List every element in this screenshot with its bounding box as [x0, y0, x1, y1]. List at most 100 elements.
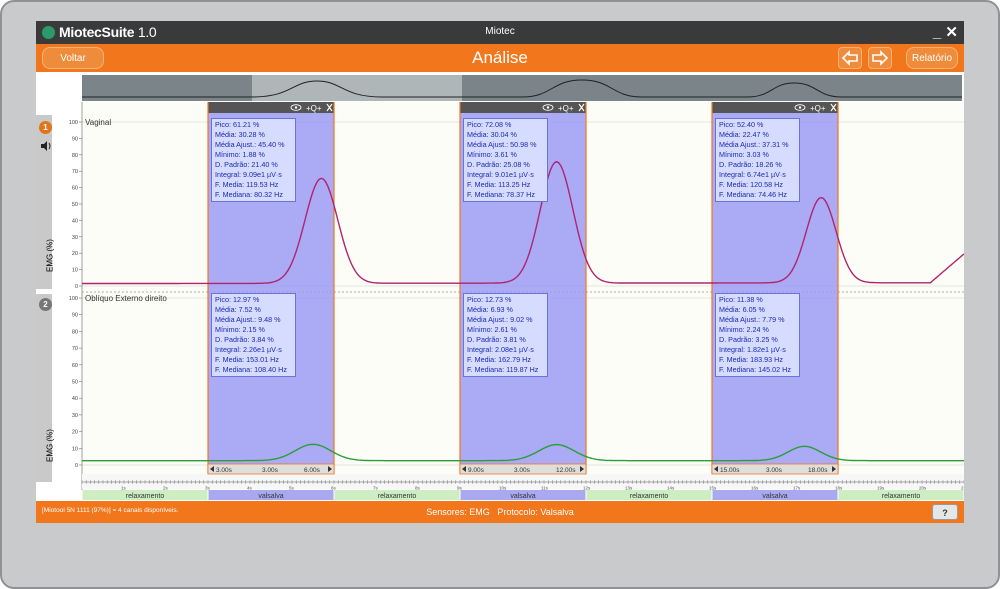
stat-fmedia: F. Media: 183.93 Hz — [719, 355, 783, 364]
selection-range[interactable]: 9.00s 3.00s 12.00s — [459, 463, 587, 475]
stat-fmedia: F. Media: 120.58 Hz — [719, 180, 783, 189]
stat-minimo: Mínimo: 2.15 % — [215, 325, 265, 334]
range-left-arrow-icon[interactable] — [462, 466, 466, 472]
stat-fmedia: F. Media: 113.25 Hz — [467, 180, 531, 189]
range-end: 12.00s — [556, 467, 576, 474]
close-selection-icon[interactable] — [326, 103, 333, 112]
y-tick-label: 40 — [72, 218, 78, 224]
y-tick-label: 0 — [75, 463, 78, 469]
previous-button[interactable] — [838, 47, 862, 69]
stats-box-ch1: Pico: 61.21 % Média: 30.28 % Média Ajust.:… — [211, 118, 296, 202]
help-button[interactable]: ? — [932, 504, 958, 520]
eye-icon[interactable] — [542, 104, 554, 111]
overview-svg — [82, 75, 962, 101]
zoom-icon[interactable]: +Q+ — [810, 104, 826, 113]
close-selection-icon[interactable] — [830, 103, 837, 112]
page-header: Voltar Análise Relatório — [36, 44, 964, 72]
protocol-phases: relaxamento valsalva relaxamento valsalva re… — [82, 490, 964, 500]
stat-integral: Integral: 2.26e1 µV·s — [215, 345, 282, 354]
stat-fmediana: F. Mediana: 145.02 Hz — [719, 365, 791, 374]
channel-1-badge[interactable]: 1 — [39, 121, 52, 134]
selection-toolbar[interactable] — [460, 102, 586, 113]
signal-overview[interactable] — [82, 75, 962, 101]
selection-toolbar[interactable] — [208, 102, 334, 113]
time-tick-label: 18s — [835, 486, 843, 491]
channel-2-name: Oblíquo Externo direito — [85, 294, 167, 303]
y-tick-label: 30 — [72, 235, 78, 241]
protocol-phase-label: valsalva — [510, 493, 535, 500]
stat-media: Média: 7.52 % — [215, 305, 261, 314]
time-tick-label: 20s — [919, 486, 927, 491]
channel-1-signal — [82, 160, 964, 285]
report-button[interactable]: Relatório — [906, 47, 958, 69]
close-selection-icon[interactable] — [578, 103, 585, 112]
stat-minimo: Mínimo: 1.88 % — [215, 150, 265, 159]
y-tick-label: 50 — [72, 380, 78, 386]
stat-fmedia: F. Media: 162.79 Hz — [467, 355, 531, 364]
stat-media-ajust: Média Ajust.: 50.98 % — [467, 140, 537, 149]
stat-media-ajust: Média Ajust.: 45.40 % — [215, 140, 285, 149]
stats-box-ch1: Pico: 52.40 % Média: 22.47 % Média Ajust.:… — [715, 118, 800, 202]
y-tick-label: 10 — [72, 268, 78, 274]
range-right-arrow-icon[interactable] — [328, 466, 332, 472]
stat-media-ajust: Média Ajust.: 37.31 % — [719, 140, 789, 149]
selection-range[interactable]: 15.00s 3.00s 18.00s — [711, 463, 839, 475]
emg-plot[interactable]: +Q+ +Q+ +Q+ 100908070605040302010010090807… — [36, 21, 964, 501]
selection-toolbar[interactable] — [712, 102, 838, 113]
protocol-phase-label: valsalva — [258, 493, 283, 500]
range-left-arrow-icon[interactable] — [210, 466, 214, 472]
range-duration: 3.00s — [766, 467, 783, 474]
stat-integral: Integral: 9.01e1 µV·s — [467, 170, 534, 179]
stat-integral: Integral: 9.09e1 µV·s — [215, 170, 282, 179]
sensors-label: Sensores: EMG — [426, 507, 490, 517]
y-tick-label: 60 — [72, 186, 78, 192]
y-tick-label: 90 — [72, 313, 78, 319]
eye-icon[interactable] — [794, 104, 806, 111]
protocol-phase: relaxamento — [334, 490, 460, 500]
stat-pico: Pico: 12.97 % — [215, 295, 260, 304]
y-tick-label: 20 — [72, 251, 78, 257]
y-tick-label: 50 — [72, 202, 78, 208]
arrow-right-icon — [872, 50, 889, 66]
range-right-arrow-icon[interactable] — [580, 466, 584, 472]
time-tick-label: 11s — [541, 486, 549, 491]
protocol-label: Protocolo: Valsalva — [497, 507, 574, 517]
stat-dpadrao: D. Padrão: 25.08 % — [467, 160, 530, 169]
stat-media: Média: 22.47 % — [719, 130, 769, 139]
time-tick-label: 14s — [667, 486, 675, 491]
time-tick-label: 10s — [499, 486, 507, 491]
y-tick-label: 60 — [72, 363, 78, 369]
stats-box-ch1: Pico: 72.08 % Média: 30.04 % Média Ajust.:… — [463, 118, 548, 202]
range-end: 18.00s — [808, 467, 828, 474]
stat-media: Média: 30.28 % — [215, 130, 265, 139]
back-button[interactable]: Voltar — [42, 47, 104, 69]
stat-media: Média: 6.93 % — [467, 305, 513, 314]
window-controls[interactable]: _ ✕ — [932, 24, 958, 41]
page-title: Análise — [472, 48, 528, 67]
time-tick-label: 4s — [247, 486, 253, 491]
stat-minimo: Mínimo: 3.61 % — [467, 150, 517, 159]
y-tick-label: 70 — [72, 169, 78, 175]
eye-icon[interactable] — [290, 104, 302, 111]
app-screen: MiotecSuite 1.0 Miotec _ ✕ Voltar Anális… — [36, 21, 964, 523]
channel-2-badge[interactable]: 2 — [39, 298, 52, 311]
range-right-arrow-icon[interactable] — [832, 466, 836, 472]
stat-integral: Integral: 2.08e1 µV·s — [467, 345, 534, 354]
range-duration: 3.00s — [262, 467, 279, 474]
y-tick-label: 30 — [72, 413, 78, 419]
time-tick-label: 12s — [583, 486, 591, 491]
stats-box-ch2: Pico: 12.97 % Média: 7.52 % Média Ajust.: … — [211, 293, 296, 377]
stat-fmediana: F. Mediana: 74.46 Hz — [719, 190, 787, 199]
protocol-phase: relaxamento — [82, 490, 208, 500]
next-button[interactable] — [868, 47, 892, 69]
channel-sidebar: 1 2 EMG (%) EMG (%) — [36, 101, 82, 485]
protocol-phase: valsalva — [712, 490, 838, 500]
selection-range[interactable]: 3.00s 3.00s 6.00s — [207, 463, 335, 475]
speaker-icon[interactable] — [40, 141, 52, 151]
zoom-icon[interactable]: +Q+ — [558, 104, 574, 113]
stat-dpadrao: D. Padrão: 3.84 % — [215, 335, 274, 344]
range-left-arrow-icon[interactable] — [714, 466, 718, 472]
stat-minimo: Mínimo: 3.03 % — [719, 150, 769, 159]
channel-1-name: Vaginal — [85, 118, 111, 127]
zoom-icon[interactable]: +Q+ — [306, 104, 322, 113]
